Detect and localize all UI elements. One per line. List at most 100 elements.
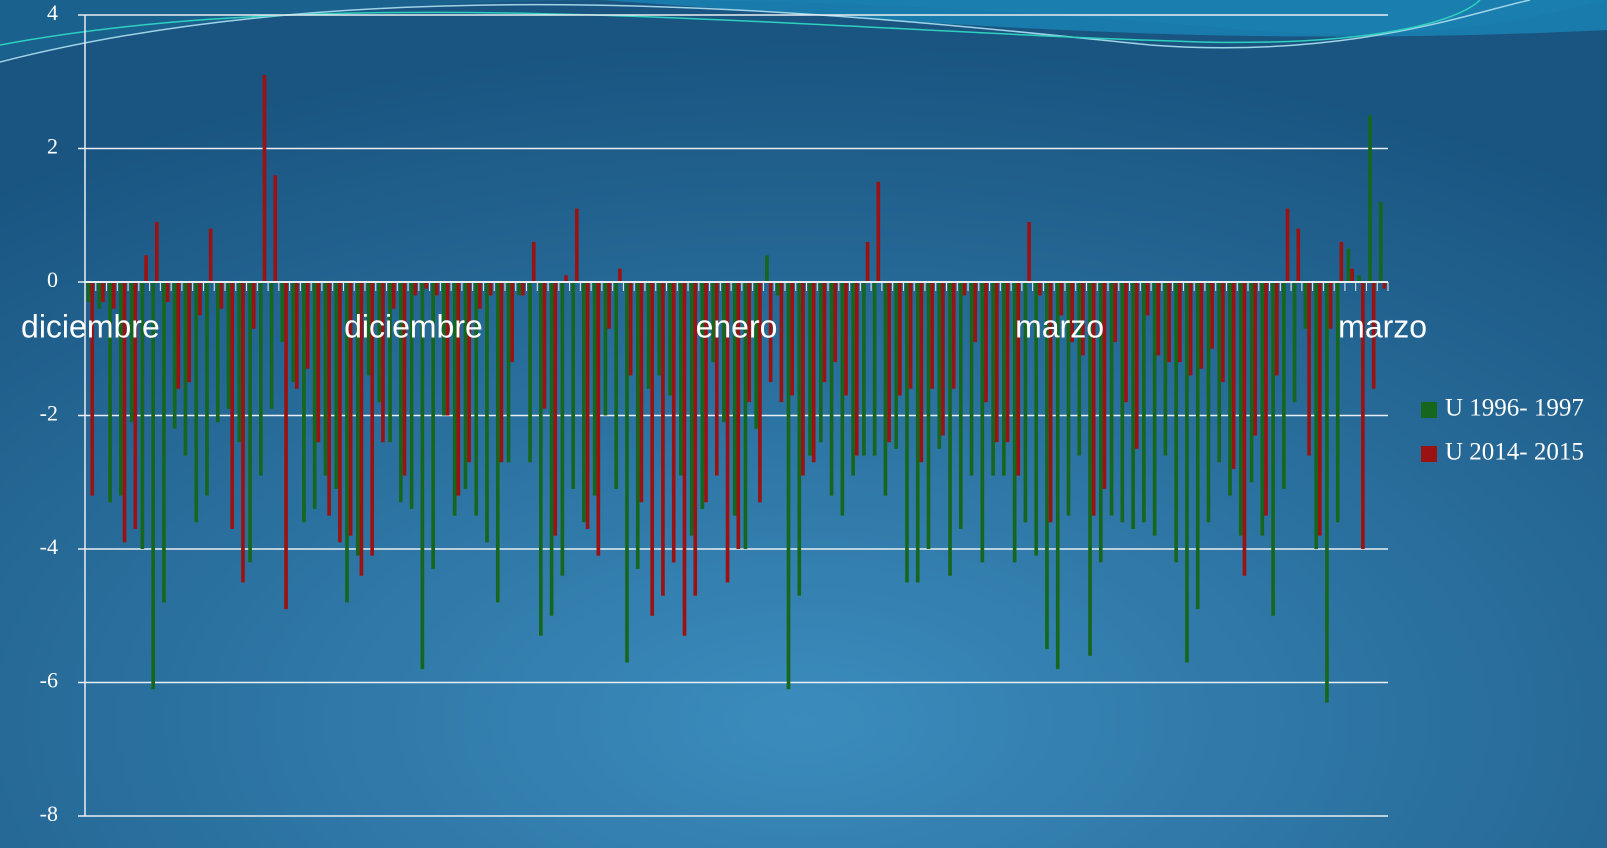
bar	[101, 282, 105, 303]
bar	[1002, 282, 1006, 476]
bar	[194, 282, 199, 523]
bar	[183, 282, 188, 456]
bar	[399, 282, 403, 503]
bar	[251, 282, 256, 329]
bar	[542, 282, 547, 409]
bar	[187, 282, 191, 383]
bar	[582, 282, 586, 523]
y-tick-label: -2	[40, 401, 58, 426]
bar	[302, 282, 306, 523]
bar	[969, 282, 974, 476]
bar	[862, 282, 866, 456]
bar	[991, 282, 995, 476]
bar	[1185, 282, 1189, 663]
bar	[144, 255, 148, 282]
bar	[111, 282, 116, 309]
bar	[1163, 282, 1168, 456]
bar	[1070, 282, 1074, 343]
bar	[693, 282, 698, 596]
bar	[1253, 282, 1258, 436]
bar	[90, 282, 95, 496]
bar	[1303, 282, 1308, 329]
bar	[478, 282, 482, 309]
bar	[625, 282, 629, 663]
bar	[452, 282, 457, 516]
bar	[1034, 282, 1039, 556]
bar	[388, 282, 392, 443]
bar	[1145, 282, 1150, 316]
bar	[984, 282, 988, 403]
bar	[305, 282, 310, 369]
bar	[434, 282, 439, 296]
bar	[269, 282, 274, 409]
bar	[495, 282, 500, 603]
bar	[316, 282, 321, 443]
bar	[876, 181, 881, 282]
bar	[1285, 208, 1290, 282]
bar	[607, 282, 611, 329]
bar	[1174, 282, 1179, 563]
bar	[1210, 282, 1214, 349]
bar	[1023, 282, 1028, 523]
bar	[865, 241, 870, 282]
bar	[1012, 282, 1017, 563]
bar	[154, 221, 159, 282]
bar	[747, 282, 751, 403]
bar	[1098, 282, 1103, 563]
bar	[323, 282, 328, 476]
bar	[1382, 282, 1387, 289]
bar	[1195, 282, 1200, 610]
bar	[1271, 282, 1275, 616]
bar	[1249, 282, 1254, 483]
bar	[259, 282, 263, 476]
bar	[370, 282, 375, 556]
y-tick-label: 0	[47, 267, 58, 292]
bar	[165, 282, 170, 303]
bar	[467, 282, 471, 463]
bar	[208, 228, 213, 282]
decor-line	[0, 0, 1531, 63]
bar	[1346, 248, 1351, 282]
y-tick-label: -4	[40, 534, 58, 559]
bar	[140, 282, 145, 549]
bar	[280, 282, 285, 343]
bar	[754, 282, 759, 429]
bar	[108, 282, 112, 503]
bar	[1081, 282, 1085, 356]
x-tick-label: diciembre	[344, 308, 483, 344]
bar	[661, 282, 665, 596]
bar	[851, 282, 855, 476]
bar	[424, 282, 428, 289]
bar	[801, 282, 805, 476]
bar	[779, 282, 784, 403]
bar	[930, 282, 934, 389]
bar	[628, 282, 633, 376]
decor-line	[0, 0, 1481, 46]
bar	[377, 282, 382, 403]
bar	[732, 282, 737, 516]
bar	[133, 282, 138, 529]
x-tick-label: marzo	[1338, 308, 1427, 344]
y-tick-label: -8	[40, 801, 58, 826]
bar	[958, 282, 963, 529]
bar	[539, 282, 543, 636]
bar	[1088, 282, 1092, 656]
bar	[1242, 282, 1247, 576]
bar	[689, 282, 694, 536]
bar	[951, 282, 956, 389]
x-tick-label: diciembre	[21, 308, 160, 344]
decor-wave	[600, 0, 1607, 37]
bar	[650, 282, 655, 616]
legend-label: U 2014- 2015	[1445, 439, 1584, 466]
bar	[1217, 282, 1222, 463]
bar	[818, 282, 823, 443]
bar	[1357, 275, 1362, 282]
legend-swatch	[1421, 402, 1437, 418]
bar	[517, 282, 522, 296]
bar	[1368, 115, 1372, 282]
bar	[639, 282, 644, 503]
bar	[531, 241, 536, 282]
bar	[1221, 282, 1225, 383]
bar	[499, 282, 504, 463]
